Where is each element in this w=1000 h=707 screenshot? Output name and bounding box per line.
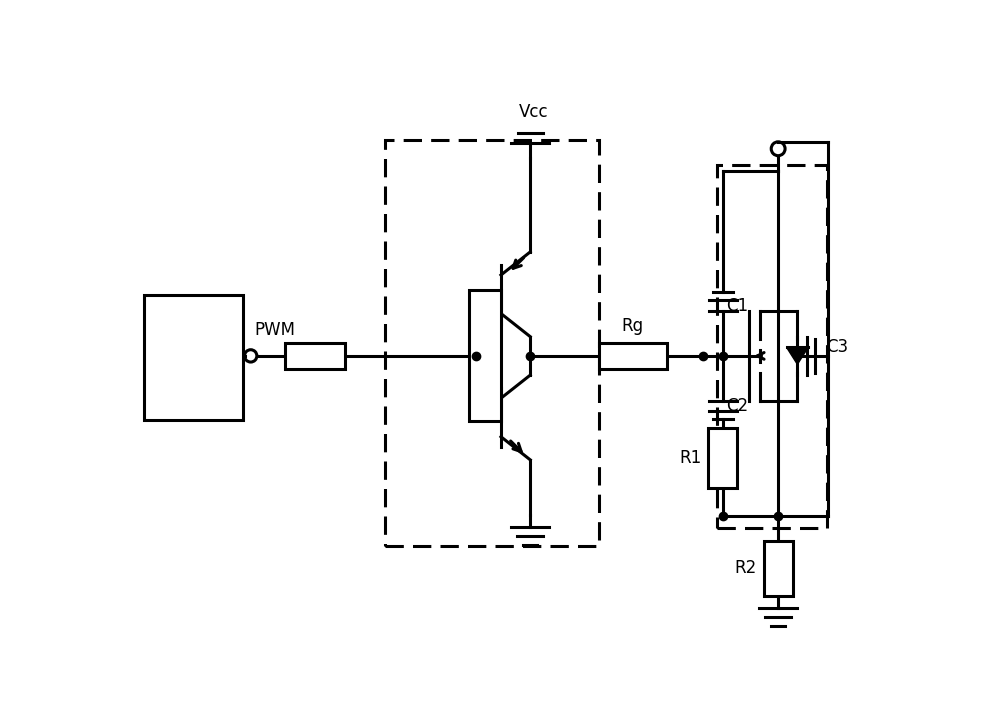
Bar [285, 343, 345, 369]
Bar [385, 140, 599, 546]
Polygon shape [787, 347, 808, 364]
Bar [144, 295, 243, 420]
Bar [469, 291, 501, 421]
Bar [599, 343, 666, 369]
Text: IC: IC [184, 375, 203, 395]
Text: R1: R1 [679, 449, 701, 467]
Text: C1: C1 [727, 297, 749, 315]
Text: PWM: PWM [255, 321, 296, 339]
Bar [708, 428, 737, 489]
Text: Vcc: Vcc [519, 103, 549, 121]
Text: C2: C2 [727, 397, 749, 415]
Bar [764, 541, 793, 596]
Text: 电源: 电源 [182, 333, 205, 352]
Text: R2: R2 [734, 559, 757, 578]
Bar [717, 165, 827, 527]
Text: C3: C3 [826, 338, 848, 356]
Text: Rg: Rg [622, 317, 644, 335]
